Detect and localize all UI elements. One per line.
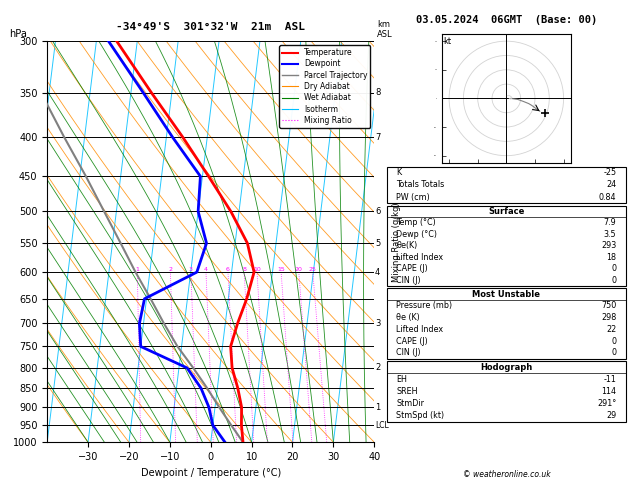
Text: Mixing Ratio (g/kg): Mixing Ratio (g/kg) (392, 202, 401, 281)
Text: Totals Totals: Totals Totals (396, 180, 445, 190)
Text: Temp (°C): Temp (°C) (396, 218, 436, 227)
Text: 298: 298 (601, 313, 616, 322)
Text: 20: 20 (295, 267, 303, 272)
Text: Hodograph: Hodograph (480, 363, 533, 372)
Text: 0: 0 (611, 348, 616, 357)
Text: EH: EH (396, 375, 407, 384)
Text: 4: 4 (204, 267, 208, 272)
X-axis label: Dewpoint / Temperature (°C): Dewpoint / Temperature (°C) (141, 468, 281, 478)
Legend: Temperature, Dewpoint, Parcel Trajectory, Dry Adiabat, Wet Adiabat, Isotherm, Mi: Temperature, Dewpoint, Parcel Trajectory… (279, 45, 370, 128)
Text: LCL: LCL (375, 421, 389, 430)
Text: 0: 0 (611, 264, 616, 273)
Text: 4: 4 (375, 268, 380, 277)
Text: 18: 18 (606, 253, 616, 261)
Text: 15: 15 (277, 267, 285, 272)
Text: 29: 29 (606, 411, 616, 420)
Text: CIN (J): CIN (J) (396, 348, 421, 357)
Text: 8: 8 (242, 267, 246, 272)
Text: © weatheronline.co.uk: © weatheronline.co.uk (462, 469, 550, 479)
FancyBboxPatch shape (387, 167, 626, 203)
Text: 7: 7 (375, 133, 381, 141)
FancyBboxPatch shape (387, 361, 626, 422)
Text: -34°49'S  301°32'W  21m  ASL: -34°49'S 301°32'W 21m ASL (116, 21, 305, 32)
Text: θe(K): θe(K) (396, 241, 418, 250)
Text: K: K (396, 168, 401, 177)
Text: kt: kt (443, 37, 452, 46)
Text: Most Unstable: Most Unstable (472, 290, 540, 298)
Text: 3.5: 3.5 (604, 230, 616, 239)
Text: 22: 22 (606, 325, 616, 334)
Text: 114: 114 (601, 387, 616, 396)
Text: 2: 2 (375, 364, 380, 372)
Text: 03.05.2024  06GMT  (Base: 00): 03.05.2024 06GMT (Base: 00) (416, 15, 597, 25)
FancyBboxPatch shape (387, 288, 626, 359)
Text: km
ASL: km ASL (377, 20, 393, 39)
Text: 8: 8 (375, 88, 381, 97)
Text: CAPE (J): CAPE (J) (396, 336, 428, 346)
Text: 0: 0 (611, 336, 616, 346)
Text: 750: 750 (601, 301, 616, 311)
Text: 293: 293 (601, 241, 616, 250)
Text: 7.9: 7.9 (604, 218, 616, 227)
Text: SREH: SREH (396, 387, 418, 396)
Text: 291°: 291° (597, 399, 616, 408)
Text: hPa: hPa (9, 29, 27, 39)
Text: CIN (J): CIN (J) (396, 276, 421, 284)
Text: 25: 25 (309, 267, 317, 272)
Text: Lifted Index: Lifted Index (396, 253, 443, 261)
Text: Dewp (°C): Dewp (°C) (396, 230, 437, 239)
Text: 0: 0 (611, 276, 616, 284)
Text: CAPE (J): CAPE (J) (396, 264, 428, 273)
Text: StmDir: StmDir (396, 399, 425, 408)
Text: 1: 1 (375, 403, 380, 412)
Text: -25: -25 (603, 168, 616, 177)
Text: Lifted Index: Lifted Index (396, 325, 443, 334)
Text: 1: 1 (135, 267, 139, 272)
Text: 24: 24 (606, 180, 616, 190)
Text: θe (K): θe (K) (396, 313, 420, 322)
Text: 5: 5 (375, 239, 380, 248)
Text: 3: 3 (189, 267, 193, 272)
Text: -11: -11 (603, 375, 616, 384)
Text: 10: 10 (253, 267, 261, 272)
Text: 0.84: 0.84 (599, 192, 616, 202)
Text: Surface: Surface (488, 207, 525, 216)
FancyBboxPatch shape (387, 206, 626, 286)
Text: PW (cm): PW (cm) (396, 192, 430, 202)
Text: Pressure (mb): Pressure (mb) (396, 301, 452, 311)
Text: 6: 6 (226, 267, 230, 272)
Text: 6: 6 (375, 207, 381, 216)
Text: 2: 2 (169, 267, 172, 272)
Text: StmSpd (kt): StmSpd (kt) (396, 411, 445, 420)
Text: 3: 3 (375, 319, 381, 328)
